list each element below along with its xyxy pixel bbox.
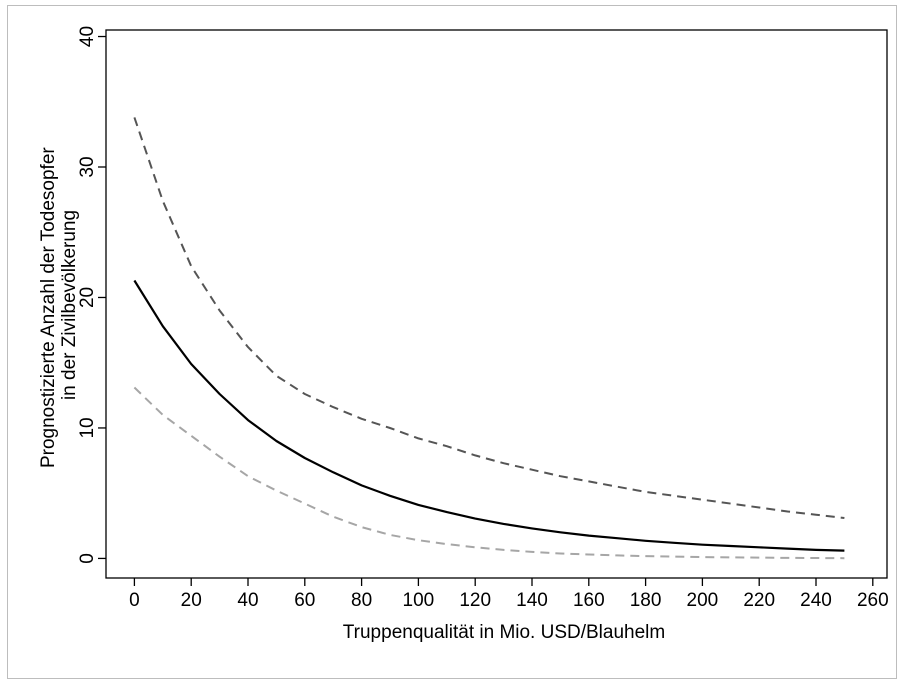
series-layer: [133, 117, 845, 560]
y-axis-title: Prognostizierte Anzahl der Todesopfer in…: [38, 142, 80, 468]
series-line-estimate: [133, 279, 845, 552]
x-tick-label: 180: [630, 590, 662, 611]
x-tick-label: 20: [181, 590, 202, 611]
x-tick-label: 40: [237, 590, 258, 611]
axes-layer: 0 20 40 60 80 100 120 140 160 180 200 220 240 260 0 10 2…: [77, 26, 889, 611]
x-tick-label: 240: [800, 590, 832, 611]
y-tick-label: 40: [77, 26, 98, 47]
x-tick-label: 60: [294, 590, 315, 611]
x-tick-label: 100: [403, 590, 435, 611]
plot-area: [105, 29, 888, 579]
x-tick-label: 120: [459, 590, 491, 611]
y-tick-label: 10: [77, 417, 98, 438]
y-tick-label: 20: [77, 287, 98, 308]
x-tick-label: 220: [743, 590, 775, 611]
series-line-upper-bound: [133, 117, 845, 519]
x-tick-label: 200: [687, 590, 719, 611]
y-tick-label: 30: [77, 156, 98, 177]
x-tick-label: 140: [516, 590, 548, 611]
x-tick-label: 160: [573, 590, 605, 611]
x-tick-label: 80: [351, 590, 372, 611]
y-axis-title-line-1: Prognostizierte Anzahl der Todesopfer: [38, 147, 59, 468]
y-axis-title-line-2: in der Zivilbevölkerung: [59, 210, 80, 400]
y-tick-label: 0: [77, 553, 98, 564]
x-tick-label: 260: [857, 590, 889, 611]
x-tick-label: 0: [129, 590, 140, 611]
chart-frame: [7, 5, 897, 679]
series-line-lower-bound: [133, 386, 845, 560]
x-axis-title: Truppenqualität in Mio. USD/Blauhelm: [343, 622, 665, 643]
